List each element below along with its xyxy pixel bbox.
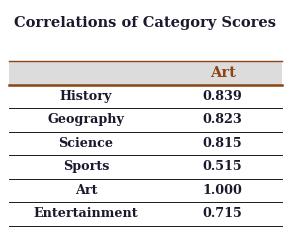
- Text: Art: Art: [74, 184, 97, 197]
- Text: 0.515: 0.515: [203, 160, 242, 173]
- Text: Science: Science: [58, 137, 113, 150]
- Text: Sports: Sports: [63, 160, 109, 173]
- Text: Entertainment: Entertainment: [33, 207, 138, 220]
- Text: 0.839: 0.839: [203, 90, 242, 103]
- Text: 1.000: 1.000: [203, 184, 243, 197]
- Text: Correlations of Category Scores: Correlations of Category Scores: [15, 16, 276, 31]
- Text: 0.823: 0.823: [203, 113, 242, 126]
- Text: Geography: Geography: [47, 113, 124, 126]
- Text: History: History: [60, 90, 112, 103]
- Text: Art: Art: [210, 66, 235, 80]
- Text: 0.815: 0.815: [203, 137, 242, 150]
- Text: 0.715: 0.715: [203, 207, 242, 220]
